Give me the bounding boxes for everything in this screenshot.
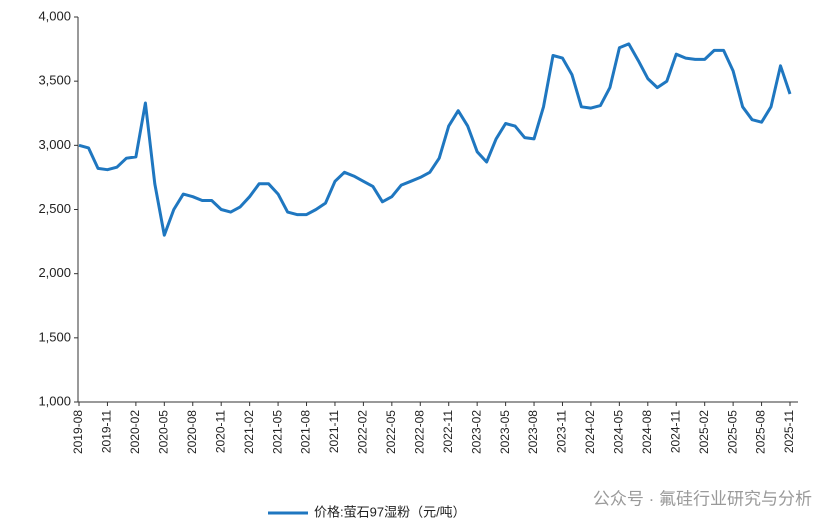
y-tick-label: 3,000 [38, 137, 71, 152]
x-tick-label: 2020-11 [213, 410, 227, 453]
x-tick-label: 2023-02 [469, 410, 483, 454]
x-tick-label: 2022-08 [412, 410, 426, 454]
x-tick-label: 2020-02 [128, 410, 142, 454]
x-tick-label: 2021-05 [270, 410, 284, 454]
x-tick-label: 2020-08 [185, 410, 199, 454]
x-tick-label: 2022-11 [441, 410, 455, 453]
x-tick-label: 2022-05 [384, 410, 398, 454]
x-tick-label: 2024-02 [583, 410, 597, 454]
y-tick-label: 2,500 [38, 201, 71, 216]
x-tick-label: 2022-02 [356, 410, 370, 454]
y-tick-label: 4,000 [38, 8, 71, 23]
line-series [78, 42, 792, 237]
y-tick-label: 3,500 [38, 73, 71, 88]
y-tick-label: 2,000 [38, 265, 71, 280]
x-tick-label: 2020-05 [156, 410, 170, 454]
x-tick-label: 2024-05 [612, 410, 626, 454]
x-tick-label: 2019-11 [100, 410, 114, 453]
x-tick-label: 2025-11 [782, 410, 796, 453]
x-tick-label: 2024-08 [640, 410, 654, 454]
x-tick-label: 2025-02 [697, 410, 711, 454]
x-tick-label: 2025-05 [725, 410, 739, 454]
x-tick-label: 2023-05 [498, 410, 512, 454]
x-tick-label: 2023-08 [526, 410, 540, 454]
y-tick-label: 1,000 [38, 393, 71, 408]
x-tick-label: 2024-11 [668, 410, 682, 453]
y-tick-label: 1,500 [38, 329, 71, 344]
legend-label: 价格:萤石97湿粉（元/吨） [314, 504, 466, 519]
x-tick-label: 2021-08 [299, 410, 313, 454]
x-tick-label: 2023-11 [555, 410, 569, 453]
x-tick-label: 2021-11 [327, 410, 341, 453]
x-tick-label: 2019-08 [71, 410, 85, 454]
x-tick-label: 2025-08 [754, 410, 768, 454]
x-tick-label: 2021-02 [242, 410, 256, 454]
watermark: 公众号 · 氟硅行业研究与分析 [593, 489, 812, 508]
